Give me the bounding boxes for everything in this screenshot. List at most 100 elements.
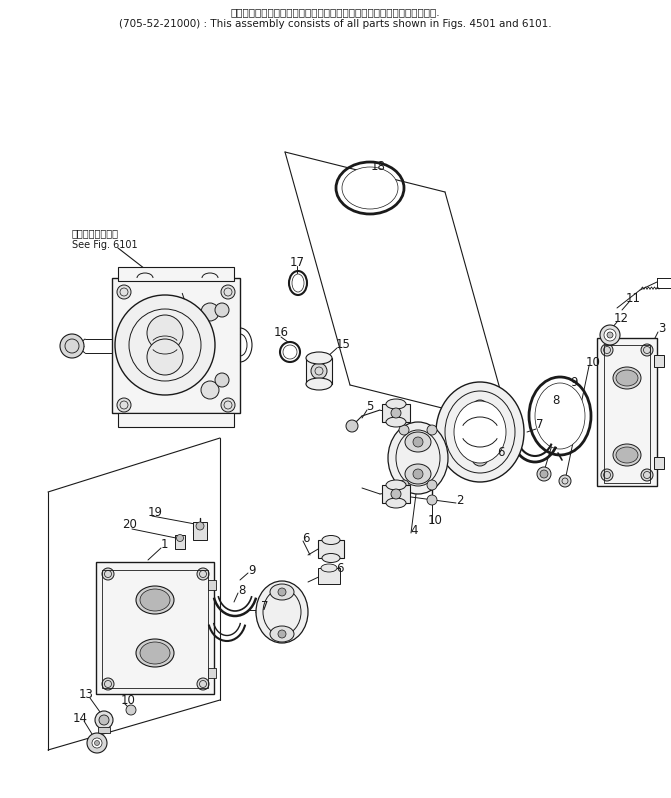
Ellipse shape (342, 167, 398, 209)
Circle shape (601, 469, 613, 481)
Circle shape (92, 738, 102, 748)
Text: (705-52-21000) : This assembly consists of all parts shown in Figs. 4501 and 610: (705-52-21000) : This assembly consists … (119, 19, 552, 29)
Circle shape (201, 303, 219, 321)
Text: 13: 13 (79, 689, 93, 701)
Circle shape (641, 344, 653, 356)
Bar (96, 562, 214, 694)
Circle shape (413, 437, 423, 447)
Ellipse shape (436, 382, 524, 482)
Circle shape (278, 630, 286, 638)
Circle shape (201, 381, 219, 399)
Ellipse shape (270, 584, 294, 600)
Bar (654, 457, 664, 469)
Text: 10: 10 (427, 513, 442, 527)
Ellipse shape (322, 535, 340, 544)
Circle shape (147, 315, 183, 351)
Ellipse shape (613, 367, 641, 389)
Circle shape (196, 522, 204, 530)
Text: 6: 6 (497, 445, 505, 459)
Circle shape (102, 678, 114, 690)
Text: 14: 14 (72, 712, 87, 725)
Ellipse shape (306, 352, 332, 364)
Circle shape (537, 467, 551, 481)
Circle shape (391, 489, 401, 499)
Circle shape (215, 373, 229, 387)
Circle shape (117, 398, 131, 412)
Circle shape (95, 741, 99, 745)
Text: 6: 6 (302, 531, 310, 544)
Circle shape (346, 420, 358, 432)
Bar (382, 404, 410, 422)
Text: 3: 3 (658, 322, 666, 334)
Circle shape (604, 329, 616, 341)
Bar (112, 278, 240, 413)
Circle shape (399, 480, 409, 490)
Text: 9: 9 (248, 563, 256, 576)
Bar (654, 355, 664, 367)
Circle shape (600, 325, 620, 345)
Text: 18: 18 (370, 160, 385, 172)
Circle shape (472, 400, 488, 416)
Circle shape (413, 469, 423, 479)
Text: 第６１０１図参照: 第６１０１図参照 (72, 228, 119, 238)
Circle shape (492, 426, 504, 438)
Ellipse shape (616, 447, 638, 463)
Bar (318, 568, 340, 584)
Circle shape (427, 425, 437, 435)
Ellipse shape (386, 417, 406, 427)
Text: 4: 4 (410, 523, 418, 536)
Bar (193, 522, 207, 540)
Ellipse shape (292, 274, 304, 292)
Bar (382, 485, 410, 503)
Text: 10: 10 (121, 693, 136, 706)
Circle shape (311, 363, 327, 379)
Bar (118, 267, 234, 281)
Ellipse shape (405, 432, 431, 452)
Bar (102, 570, 208, 688)
Circle shape (60, 334, 84, 358)
Ellipse shape (386, 399, 406, 409)
Circle shape (99, 715, 109, 725)
Text: このアセンブリの構成部品は第４５０１図および第６１０１図を含みます.: このアセンブリの構成部品は第４５０１図および第６１０１図を含みます. (230, 7, 440, 17)
Circle shape (147, 339, 183, 375)
Ellipse shape (388, 422, 448, 494)
Circle shape (126, 705, 136, 715)
Ellipse shape (454, 401, 506, 463)
Circle shape (197, 568, 209, 580)
Circle shape (95, 711, 113, 729)
Circle shape (278, 588, 286, 596)
Ellipse shape (616, 370, 638, 386)
Circle shape (607, 332, 613, 338)
Text: 11: 11 (625, 291, 641, 305)
Text: 5: 5 (366, 400, 374, 413)
Ellipse shape (535, 383, 585, 449)
Circle shape (540, 470, 548, 478)
Circle shape (456, 426, 468, 438)
Text: 16: 16 (274, 326, 289, 339)
Circle shape (427, 480, 437, 490)
Bar (318, 540, 344, 558)
Text: 8: 8 (552, 393, 560, 406)
Circle shape (115, 295, 215, 395)
Circle shape (117, 285, 131, 299)
Circle shape (283, 345, 297, 359)
Ellipse shape (136, 639, 174, 667)
Circle shape (641, 469, 653, 481)
Ellipse shape (321, 564, 337, 572)
Circle shape (87, 733, 107, 753)
Ellipse shape (136, 586, 174, 614)
Circle shape (559, 475, 571, 487)
Text: 8: 8 (238, 583, 246, 596)
Text: 6: 6 (336, 562, 344, 575)
Text: 1: 1 (160, 539, 168, 551)
Text: 10: 10 (586, 355, 601, 369)
Text: 9: 9 (570, 376, 578, 389)
Ellipse shape (386, 480, 406, 490)
Text: 2: 2 (456, 493, 464, 507)
Text: 17: 17 (289, 255, 305, 268)
Ellipse shape (405, 464, 431, 484)
Ellipse shape (270, 626, 294, 642)
Ellipse shape (306, 378, 332, 390)
Ellipse shape (613, 444, 641, 466)
Bar (118, 413, 234, 427)
